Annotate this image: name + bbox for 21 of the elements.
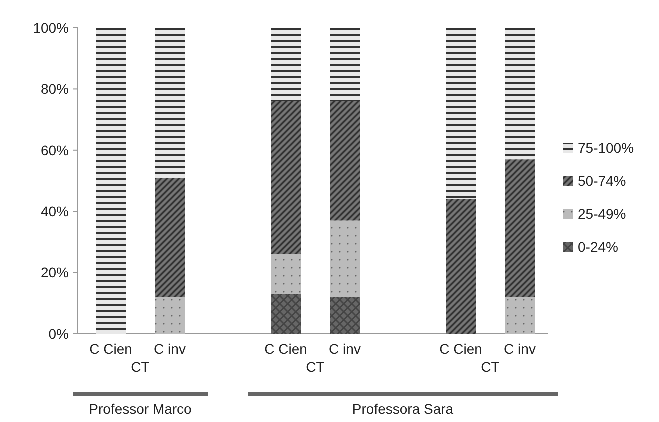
y-tick-label: 80% <box>40 81 69 98</box>
x-tick-label: C inv <box>154 341 186 357</box>
legend-label: 25-49% <box>578 206 626 222</box>
text: CT <box>306 359 326 375</box>
y-tick-label: 40% <box>40 204 69 220</box>
legend-label: 50-74% <box>578 172 626 189</box>
text: CT <box>481 359 500 375</box>
y-tick-label: 20% <box>40 264 69 281</box>
text: CT <box>131 359 150 375</box>
y-tick-label: 100% <box>33 20 69 36</box>
y-tick-label: 60% <box>40 142 69 158</box>
y-tick-label: 0% <box>48 326 69 342</box>
legend-label: 0-24% <box>578 238 618 255</box>
text: Professor Marco <box>89 401 192 417</box>
text: Professora Sara <box>352 401 454 417</box>
legend-label: 75-100% <box>578 140 634 156</box>
x-tick-label: C inv <box>504 341 536 357</box>
x-tick-label: C inv <box>329 341 361 357</box>
x-tick-label: C Cien <box>90 341 132 357</box>
x-tick-label: C Cien <box>440 341 482 357</box>
x-tick-label: C Cien <box>264 341 308 357</box>
